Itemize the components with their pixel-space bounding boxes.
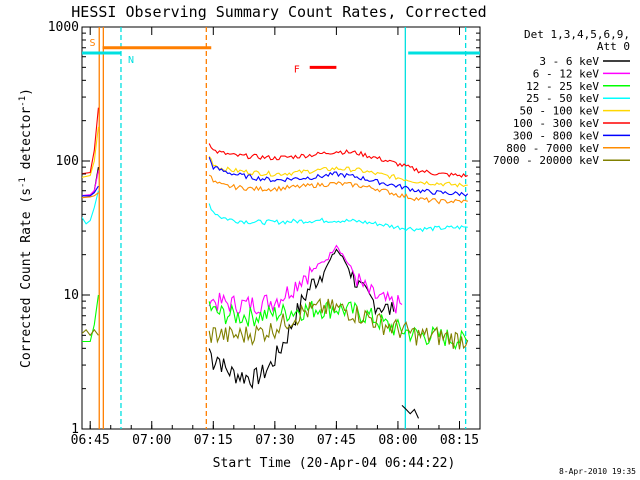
legend-entry-label: 300 - 800 keV — [513, 129, 599, 142]
legend-entry-label: 12 - 25 keV — [526, 80, 599, 93]
legend-entry-label: 3 - 6 keV — [539, 55, 599, 68]
y-axis-label-exp2: -1 — [18, 96, 28, 107]
series-line-5-seg-1 — [208, 143, 468, 178]
y-tick-label: 1 — [71, 422, 79, 437]
series-line-8-seg-1 — [208, 297, 469, 350]
series-line-7-seg-0 — [82, 192, 99, 199]
series-line-2-seg-1 — [208, 299, 469, 351]
x-tick-label: 07:45 — [317, 433, 356, 448]
series-line-5-seg-0 — [82, 107, 99, 175]
y-axis-label-main: Corrected Count Rate (s — [19, 188, 34, 368]
series-line-3-seg-0 — [82, 190, 99, 225]
y-tick-label: 100 — [56, 154, 79, 169]
legend-entry-label: 100 - 300 keV — [513, 117, 599, 130]
x-tick-label: 06:45 — [71, 433, 110, 448]
legend-entry-label: 800 - 7000 keV — [506, 142, 599, 155]
legend-header-attenuator: Att 0 — [597, 40, 630, 53]
series-line-4-seg-1 — [208, 155, 468, 188]
x-tick-label: 08:15 — [440, 433, 479, 448]
series-line-0-seg-2 — [401, 405, 420, 419]
flag-bars: S N F — [82, 38, 480, 75]
series-line-3-seg-1 — [208, 203, 468, 233]
x-tick-label: 07:30 — [255, 433, 294, 448]
flag-label-s: S — [89, 38, 95, 49]
y-tick-label: 1000 — [48, 20, 79, 35]
series-lines — [82, 107, 469, 419]
legend-header-detectors: Det 1,3,4,5,6,9, — [524, 28, 630, 41]
y-axis-label-end: ) — [19, 88, 34, 96]
generation-timestamp: 8-Apr-2010 19:35 — [559, 467, 636, 476]
series-line-6-seg-1 — [208, 157, 469, 197]
y-axis-label-exp1: -1 — [18, 177, 28, 188]
axes: 06:45 07:00 07:15 07:30 07:45 08:00 08:15 1 10 10… — [48, 20, 481, 448]
chart-title: HESSI Observing Summary Count Rates, Cor… — [71, 3, 486, 21]
y-tick-label: 10 — [63, 288, 79, 303]
vertical-markers — [98, 27, 467, 429]
series-line-8-seg-0 — [82, 328, 99, 337]
series-line-4-seg-0 — [82, 126, 99, 178]
legend-entry-label: 7000 - 20000 keV — [493, 154, 599, 167]
x-tick-label: 08:00 — [378, 433, 417, 448]
series-line-6-seg-0 — [82, 185, 99, 197]
legend-entry-label: 50 - 100 keV — [520, 105, 600, 118]
x-tick-label: 07:00 — [132, 433, 171, 448]
x-tick-label: 07:15 — [194, 433, 233, 448]
plot-frame — [81, 26, 481, 430]
y-axis-label-mid: detector — [19, 107, 34, 178]
series-line-1-seg-1 — [208, 244, 403, 316]
x-axis-label: Start Time (20-Apr-04 06:44:22) — [213, 456, 456, 471]
y-axis-label: Corrected Count Rate (s-1 detector-1) — [18, 88, 34, 368]
series-line-0-seg-1 — [208, 248, 395, 390]
series-line-7-seg-1 — [208, 174, 468, 205]
flag-label-f: F — [294, 64, 300, 75]
legend-entry-label: 25 - 50 keV — [526, 92, 599, 105]
flag-label-n: N — [128, 55, 134, 66]
legend-entry-label: 6 - 12 keV — [533, 67, 600, 80]
